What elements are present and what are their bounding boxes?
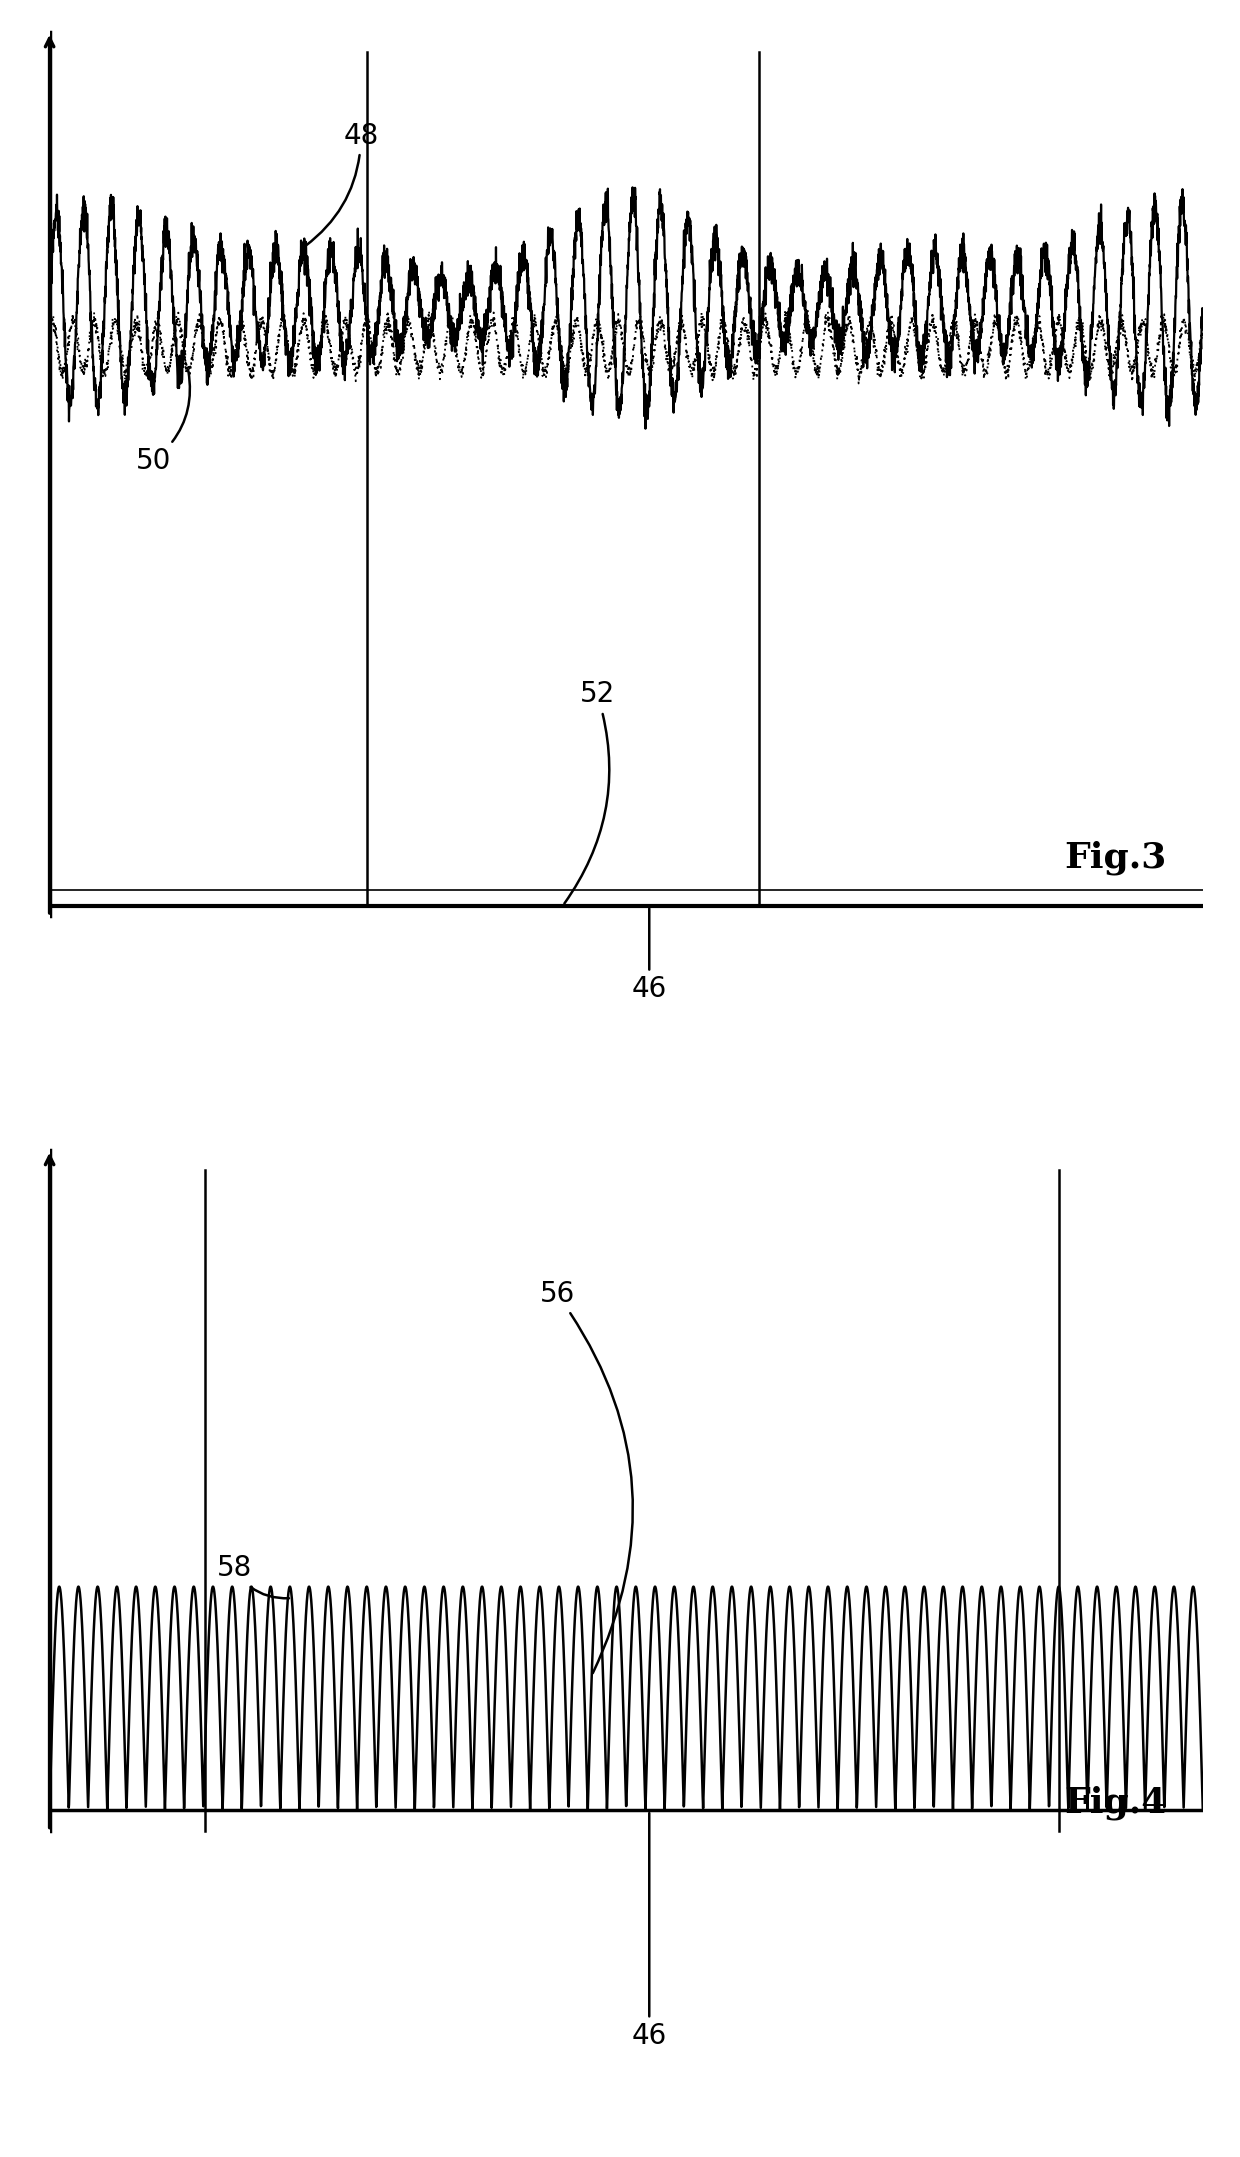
Text: 58: 58 [217,1555,289,1598]
Text: 46: 46 [631,1814,667,2049]
Text: 56: 56 [539,1279,632,1674]
Text: 48: 48 [305,121,378,246]
Text: Fig.4: Fig.4 [1064,1786,1167,1821]
Text: 50: 50 [135,371,190,475]
Text: 52: 52 [564,679,615,904]
Text: Fig.3: Fig.3 [1064,841,1167,876]
Text: 46: 46 [631,908,667,1003]
